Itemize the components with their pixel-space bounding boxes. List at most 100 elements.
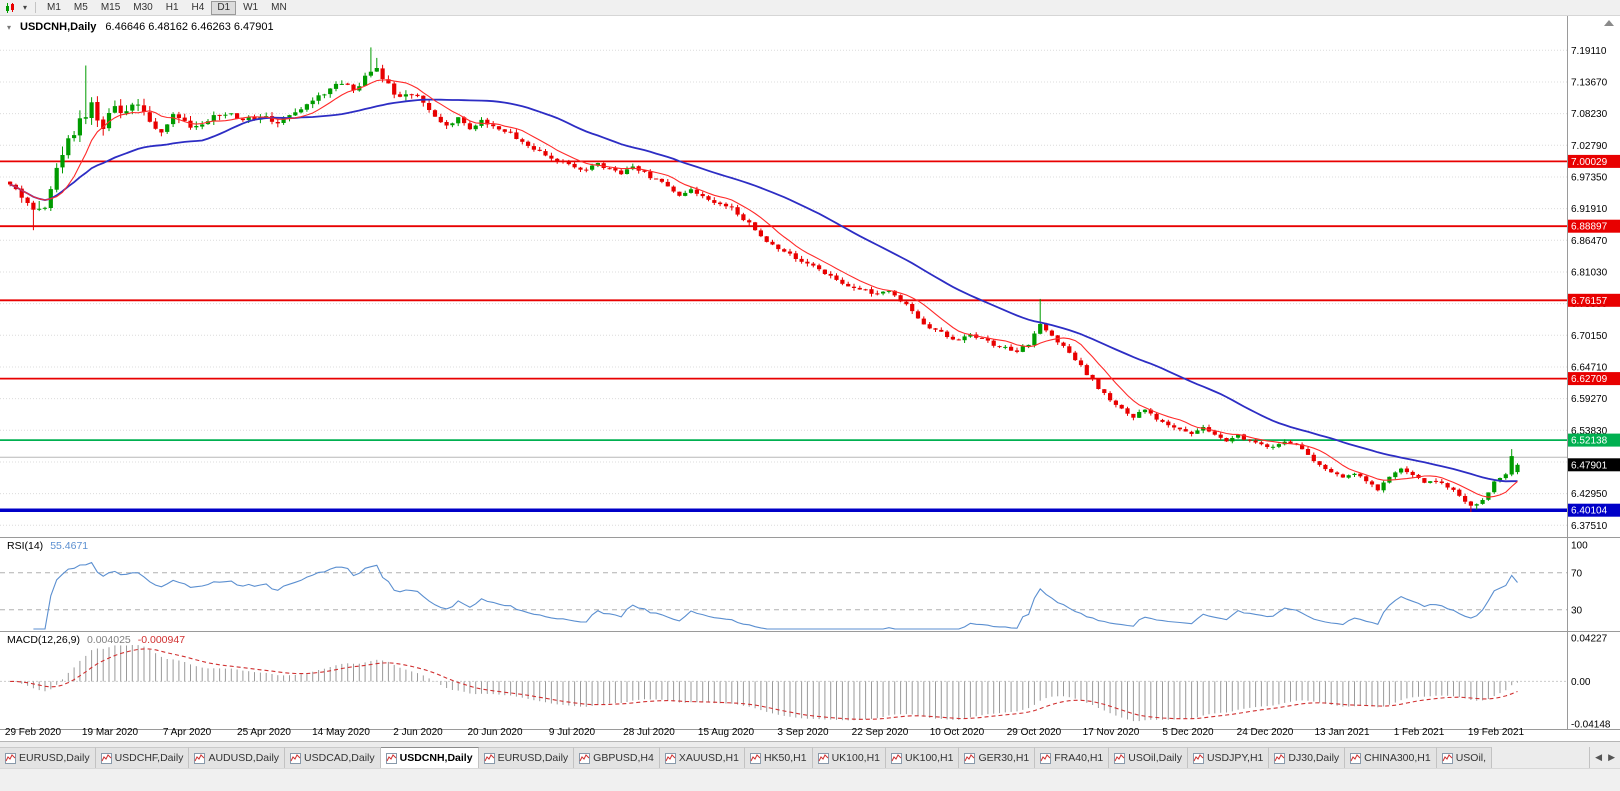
timeframe-button-m30[interactable]: M30: [127, 1, 158, 15]
chart-tab-gbpusdh4[interactable]: GBPUSD,H4: [574, 747, 660, 768]
date-tick-label: 1 Feb 2021: [1394, 727, 1445, 738]
price-tick-label: 7.02790: [1571, 141, 1608, 152]
candlestick-chart-icon: [5, 2, 14, 13]
date-tick-label: 10 Oct 2020: [930, 727, 985, 738]
chart-tab-uk100h1[interactable]: UK100,H1: [886, 747, 960, 768]
chart-tab-ger30h1[interactable]: GER30,H1: [959, 747, 1036, 768]
moving-averages-layer: [9, 79, 1518, 498]
timeframe-button-h1[interactable]: H1: [160, 1, 185, 15]
svg-text:6.76157: 6.76157: [1571, 296, 1608, 307]
price-tick-label: 7.13670: [1571, 78, 1608, 89]
tab-chart-icon: [385, 752, 397, 764]
chart-tabs: EURUSD,Daily USDCHF,Daily AUDUSD,Daily USDC…: [0, 747, 1589, 768]
svg-text:7.00029: 7.00029: [1571, 157, 1608, 168]
macd-tick-label: 0.00: [1571, 677, 1591, 688]
tab-label: FRA40,H1: [1054, 752, 1104, 764]
price-tick-label: 7.08230: [1571, 109, 1608, 120]
tab-label: USDJPY,H1: [1206, 752, 1264, 764]
tabs-scroll-left-icon[interactable]: ◀: [1595, 752, 1603, 762]
price-axis[interactable]: 7.19110 7.13670 7.08230 7.02790 6.97350 6.919…: [1568, 20, 1620, 731]
macd-tick-label: -0.04148: [1571, 720, 1611, 731]
tab-chart-icon: [5, 752, 16, 764]
timeframe-toolbar: ▾ M1 M5 M15 M30 H1 H4 D1 W1 MN: [0, 0, 1620, 16]
tab-chart-icon: [1441, 752, 1453, 764]
tabs-scroll-right-icon[interactable]: ▶: [1608, 752, 1615, 762]
date-tick-label: 28 Jul 2020: [623, 727, 675, 738]
date-tick-label: 9 Jul 2020: [549, 727, 596, 738]
chart-tab-dj30daily[interactable]: DJ30,Daily: [1269, 747, 1346, 768]
tab-label: EURUSD,Daily: [497, 752, 569, 764]
chart-tab-hk50h1[interactable]: HK50,H1: [744, 747, 813, 768]
chart-scroll-up-icon[interactable]: [1604, 20, 1614, 26]
chart-type-dropdown-caret-icon[interactable]: ▾: [22, 2, 27, 12]
timeframe-buttons: M1 M5 M15 M30 H1 H4 D1 W1 MN: [41, 0, 293, 15]
timeframe-button-m5[interactable]: M5: [68, 1, 94, 15]
tab-label: GBPUSD,H4: [593, 752, 654, 764]
chart-canvas[interactable]: 7.19110 7.13670 7.08230 7.02790 6.97350 6.919…: [0, 16, 1620, 741]
chart-tab-audusddaily[interactable]: AUDUSD,Daily: [189, 747, 286, 768]
date-tick-label: 19 Mar 2020: [82, 727, 139, 738]
price-tick-label: 6.64710: [1571, 363, 1608, 374]
tab-label: CHINA300,H1: [1364, 752, 1431, 764]
chart-tab-fra40h1[interactable]: FRA40,H1: [1035, 747, 1110, 768]
rsi-line: [33, 561, 1518, 630]
chart-tab-eurusddaily[interactable]: EURUSD,Daily: [478, 747, 575, 768]
tab-chart-icon: [1114, 752, 1126, 764]
tab-label: EURUSD,Daily: [19, 752, 90, 764]
tab-label: GER30,H1: [978, 752, 1030, 764]
timeframe-button-w1[interactable]: W1: [237, 1, 264, 15]
tab-chart-icon: [194, 752, 206, 764]
price-chart-svg[interactable]: 7.19110 7.13670 7.08230 7.02790 6.97350 6.919…: [0, 16, 1620, 741]
date-tick-label: 22 Sep 2020: [852, 727, 909, 738]
status-bar: [0, 768, 1620, 791]
tab-chart-icon: [1040, 752, 1052, 764]
tab-label: UK100,H1: [905, 752, 954, 764]
chart-type-icon[interactable]: [3, 1, 19, 15]
chart-tab-xauusdh1[interactable]: XAUUSD,H1: [659, 747, 745, 768]
timeframe-button-d1[interactable]: D1: [211, 0, 237, 15]
price-line-axis-label: [1568, 503, 1620, 517]
chart-tab-usoil[interactable]: USOil,: [1436, 747, 1493, 768]
toolbar-separator: [35, 2, 36, 13]
svg-text:6.62709: 6.62709: [1571, 374, 1608, 385]
ma-fast-line: [9, 79, 1518, 498]
rsi-tick-label: 30: [1571, 605, 1583, 616]
tab-chart-icon: [891, 752, 903, 764]
price-tick-label: 6.86470: [1571, 236, 1608, 247]
price-tick-label: 6.59270: [1571, 394, 1608, 405]
chart-tab-usdcnhdaily[interactable]: USDCNH,Daily: [380, 747, 479, 768]
tab-label: XAUUSD,H1: [678, 752, 739, 764]
tab-label: DJ30,Daily: [1288, 752, 1340, 764]
one-click-trading-toggle-icon[interactable]: ▾: [7, 22, 12, 32]
price-tick-label: 6.91910: [1571, 204, 1608, 215]
grid-layer: [0, 49, 1567, 526]
svg-text:6.47901: 6.47901: [1571, 460, 1608, 471]
timeframe-button-m15[interactable]: M15: [95, 1, 126, 15]
timeframe-button-mn[interactable]: MN: [265, 1, 293, 15]
chart-tab-usdjpyh1[interactable]: USDJPY,H1: [1187, 747, 1270, 768]
chart-tab-eurusddaily[interactable]: EURUSD,Daily: [0, 747, 96, 768]
date-tick-label: 19 Feb 2021: [1468, 727, 1525, 738]
date-tick-label: 24 Dec 2020: [1237, 727, 1294, 738]
timeframe-button-h4[interactable]: H4: [186, 1, 211, 15]
timeframe-button-m1[interactable]: M1: [41, 1, 67, 15]
chart-tab-china300h1[interactable]: CHINA300,H1: [1345, 747, 1437, 768]
date-tick-label: 20 Jun 2020: [467, 727, 522, 738]
chart-tab-uk100h1[interactable]: UK100,H1: [812, 747, 887, 768]
current-price-axis-label: [1568, 458, 1620, 472]
date-tick-label: 13 Jan 2021: [1314, 727, 1369, 738]
date-tick-label: 29 Oct 2020: [1007, 727, 1062, 738]
tab-label: HK50,H1: [763, 752, 807, 764]
tab-chart-icon: [290, 752, 302, 764]
svg-text:6.40104: 6.40104: [1571, 506, 1608, 517]
chart-tab-usdchfdaily[interactable]: USDCHF,Daily: [95, 747, 190, 768]
price-tick-label: 6.81030: [1571, 268, 1608, 279]
tab-label: USDCAD,Daily: [304, 752, 375, 764]
date-axis[interactable]: 29 Feb 2020 19 Mar 2020 7 Apr 2020 25 Apr 2…: [5, 727, 1525, 738]
chart-tab-usdcaddaily[interactable]: USDCAD,Daily: [285, 747, 381, 768]
price-line-axis-label: [1568, 219, 1620, 233]
tab-chart-icon: [964, 752, 976, 764]
price-tick-label: 6.53830: [1571, 426, 1608, 437]
chart-tab-usoildaily[interactable]: USOil,Daily: [1109, 747, 1188, 768]
tab-chart-icon: [483, 752, 495, 764]
